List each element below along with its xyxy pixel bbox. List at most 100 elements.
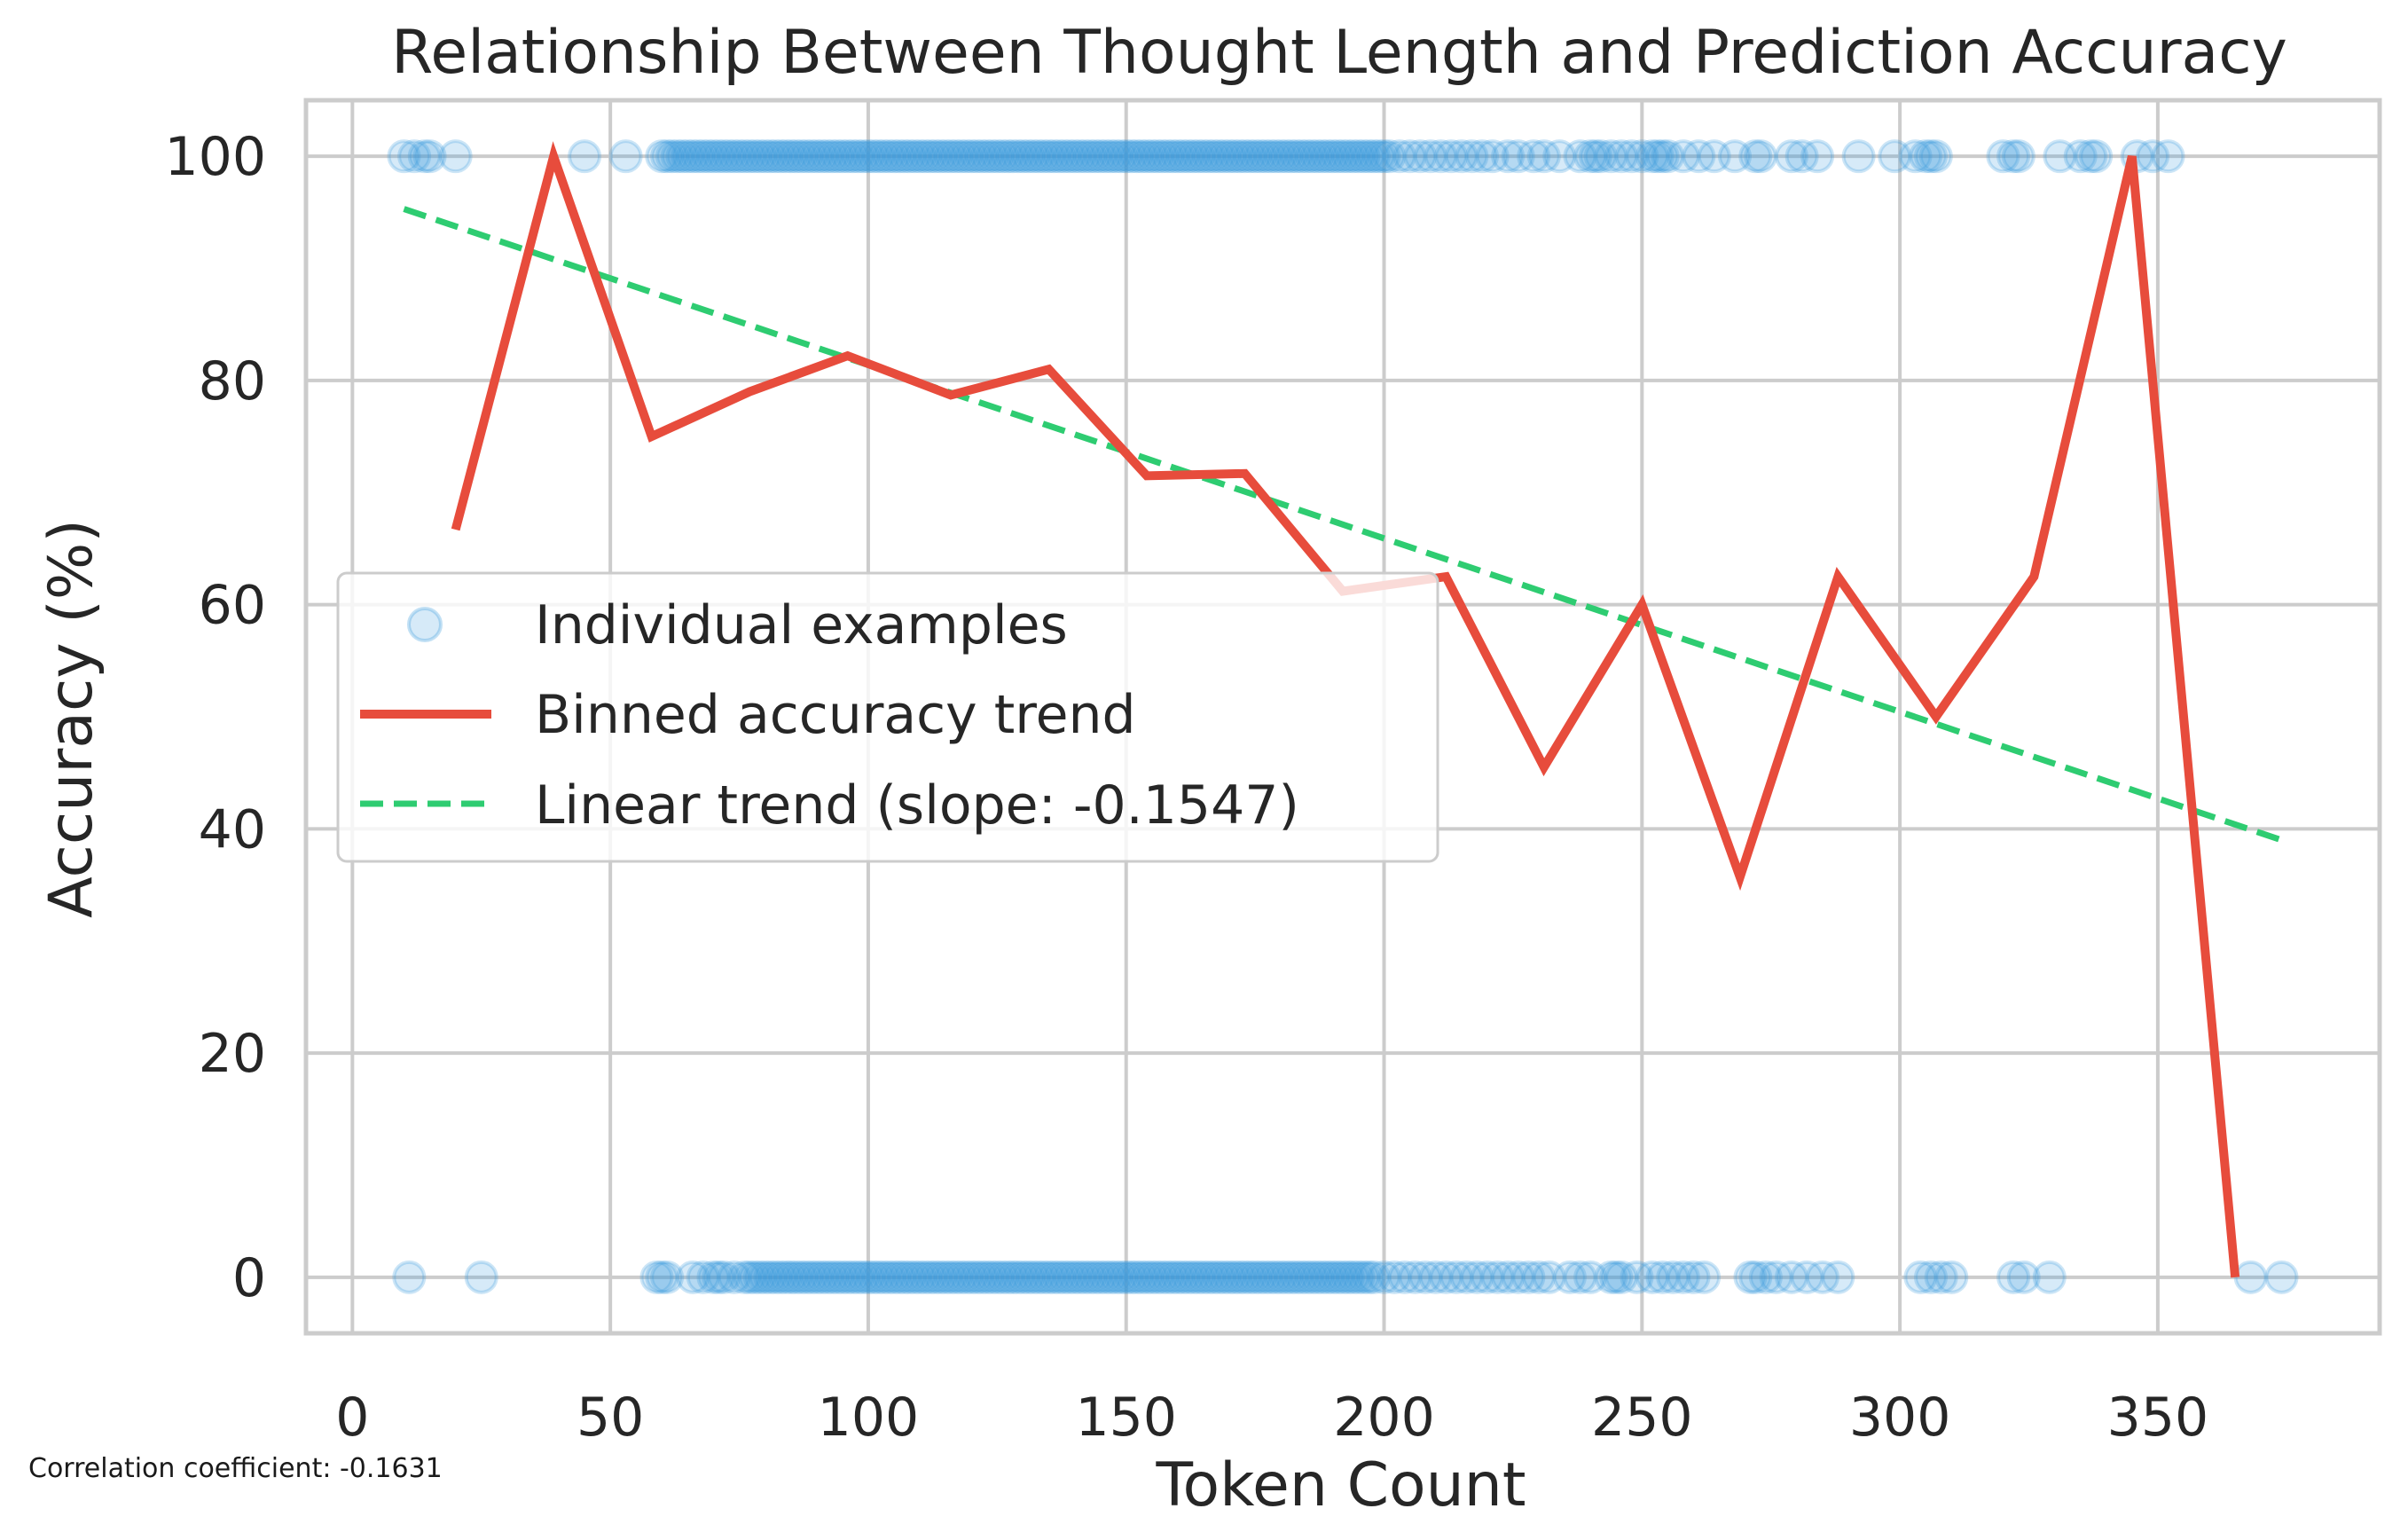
data-point <box>949 139 984 174</box>
data-point <box>1171 139 1205 174</box>
data-point <box>1160 1260 1195 1294</box>
data-point <box>1284 139 1319 174</box>
legend-box <box>336 571 1439 863</box>
data-point <box>1790 1260 1824 1294</box>
data-point <box>702 139 736 174</box>
data-point <box>1326 139 1360 174</box>
data-point <box>1073 1260 1108 1294</box>
data-point <box>1738 1260 1773 1294</box>
data-point <box>1207 139 1242 174</box>
legend: Individual examples Binned accuracy tren… <box>336 571 1439 863</box>
data-point <box>1934 1260 1969 1294</box>
data-point <box>907 139 942 174</box>
data-point <box>1578 139 1612 174</box>
data-point <box>872 139 906 174</box>
data-point <box>841 139 875 174</box>
data-point <box>784 1260 819 1294</box>
data-point <box>1037 1260 1071 1294</box>
data-point <box>1744 139 1778 174</box>
data-point <box>1253 139 1288 174</box>
data-point <box>1011 1260 1046 1294</box>
data-point <box>742 1260 777 1294</box>
data-point <box>861 139 896 174</box>
data-point <box>1635 1260 1669 1294</box>
y-tick-label: 0 <box>232 1247 266 1309</box>
data-point <box>933 1260 968 1294</box>
data-point <box>737 139 772 174</box>
data-point <box>913 139 947 174</box>
data-point <box>1718 139 1753 174</box>
data-point <box>985 1260 1020 1294</box>
data-point <box>1330 1260 1365 1294</box>
data-point <box>1398 1260 1432 1294</box>
data-point <box>1315 139 1350 174</box>
data-point <box>1387 1260 1422 1294</box>
x-tick-label: 150 <box>1075 1387 1177 1449</box>
data-point <box>1759 1260 1793 1294</box>
y-tick-label: 60 <box>199 575 266 637</box>
data-point <box>1429 1260 1463 1294</box>
data-point <box>1517 139 1551 174</box>
data-point <box>1346 139 1381 174</box>
data-point <box>1599 1260 1634 1294</box>
data-point <box>1145 1260 1180 1294</box>
data-point <box>923 1260 958 1294</box>
data-point <box>1403 139 1438 174</box>
data-point <box>1470 1260 1504 1294</box>
data-point <box>1491 1260 1526 1294</box>
data-point <box>1614 139 1649 174</box>
data-point <box>1274 1260 1308 1294</box>
data-point <box>1109 139 1143 174</box>
y-tick-label: 20 <box>199 1023 266 1085</box>
y-axis-label: Accuracy (%) <box>36 519 106 918</box>
data-point <box>1042 1260 1077 1294</box>
data-point <box>1336 1260 1370 1294</box>
data-point <box>969 1260 1004 1294</box>
data-point <box>1784 139 1819 174</box>
data-point <box>1026 1260 1061 1294</box>
data-point <box>1165 139 1200 174</box>
data-point <box>768 139 803 174</box>
data-point <box>1217 1260 1251 1294</box>
data-point <box>1909 139 1943 174</box>
data-point <box>846 1260 881 1294</box>
data-point <box>1290 139 1324 174</box>
data-point <box>1310 1260 1345 1294</box>
y-tick-label: 100 <box>164 126 266 188</box>
legend-label-individual-examples: Individual examples <box>535 594 1068 656</box>
data-point <box>1532 1260 1566 1294</box>
x-tick-label: 200 <box>1333 1387 1435 1449</box>
data-point <box>1645 139 1680 174</box>
y-tick-label: 40 <box>199 798 266 860</box>
data-point <box>1491 139 1526 174</box>
data-point <box>851 1260 885 1294</box>
data-point <box>1196 139 1231 174</box>
data-point <box>1321 1260 1355 1294</box>
data-point <box>1145 139 1180 174</box>
data-point <box>1996 139 2031 174</box>
data-point <box>1021 139 1055 174</box>
data-point <box>438 139 473 174</box>
data-point <box>1083 1260 1118 1294</box>
data-point <box>887 139 922 174</box>
data-point <box>949 1260 984 1294</box>
data-point <box>1094 139 1128 174</box>
data-point <box>397 139 432 174</box>
data-point <box>1640 139 1675 174</box>
data-point <box>1651 139 1685 174</box>
data-point <box>1315 1260 1350 1294</box>
data-point <box>1279 1260 1314 1294</box>
data-point <box>722 139 757 174</box>
data-point <box>825 139 859 174</box>
data-point <box>985 139 1020 174</box>
data-point <box>1356 1260 1391 1294</box>
data-point <box>1367 1260 1401 1294</box>
data-point <box>748 139 782 174</box>
data-point <box>882 1260 916 1294</box>
data-point <box>1424 139 1458 174</box>
data-point <box>748 1260 782 1294</box>
data-point <box>1011 139 1046 174</box>
data-point <box>717 1260 751 1294</box>
data-point <box>1573 139 1608 174</box>
data-point <box>568 139 602 174</box>
